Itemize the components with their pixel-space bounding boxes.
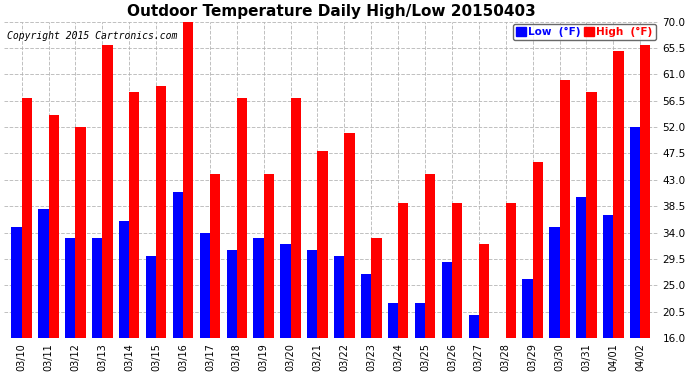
Bar bbox=[317, 151, 328, 338]
Bar bbox=[183, 16, 193, 338]
Bar bbox=[334, 256, 344, 338]
Bar bbox=[226, 250, 237, 338]
Bar bbox=[522, 279, 533, 338]
Bar bbox=[398, 203, 408, 338]
Bar bbox=[640, 45, 651, 338]
Bar bbox=[630, 127, 640, 338]
Bar bbox=[75, 127, 86, 338]
Bar bbox=[613, 51, 624, 338]
Bar bbox=[533, 162, 543, 338]
Bar bbox=[415, 303, 425, 338]
Bar bbox=[576, 197, 586, 338]
Title: Outdoor Temperature Daily High/Low 20150403: Outdoor Temperature Daily High/Low 20150… bbox=[126, 4, 535, 19]
Bar bbox=[199, 232, 210, 338]
Bar bbox=[361, 273, 371, 338]
Bar bbox=[425, 174, 435, 338]
Bar bbox=[210, 174, 220, 338]
Bar bbox=[172, 192, 183, 338]
Bar bbox=[560, 80, 570, 338]
Bar bbox=[290, 98, 301, 338]
Text: Copyright 2015 Cartronics.com: Copyright 2015 Cartronics.com bbox=[8, 31, 178, 41]
Bar bbox=[452, 203, 462, 338]
Bar bbox=[586, 92, 597, 338]
Bar bbox=[469, 315, 479, 338]
Bar bbox=[253, 238, 264, 338]
Bar bbox=[506, 203, 516, 338]
Bar bbox=[371, 238, 382, 338]
Bar bbox=[388, 303, 398, 338]
Bar bbox=[66, 238, 75, 338]
Bar bbox=[264, 174, 274, 338]
Bar bbox=[442, 262, 452, 338]
Bar bbox=[129, 92, 139, 338]
Bar bbox=[21, 98, 32, 338]
Bar bbox=[156, 86, 166, 338]
Bar bbox=[119, 221, 129, 338]
Bar bbox=[603, 215, 613, 338]
Bar bbox=[48, 116, 59, 338]
Bar bbox=[479, 244, 489, 338]
Bar bbox=[39, 209, 48, 338]
Bar bbox=[12, 227, 21, 338]
Bar bbox=[307, 250, 317, 338]
Bar bbox=[146, 256, 156, 338]
Legend: Low  (°F), High  (°F): Low (°F), High (°F) bbox=[513, 24, 656, 40]
Bar bbox=[280, 244, 290, 338]
Bar bbox=[102, 45, 112, 338]
Bar bbox=[549, 227, 560, 338]
Bar bbox=[92, 238, 102, 338]
Bar bbox=[237, 98, 247, 338]
Bar bbox=[344, 133, 355, 338]
